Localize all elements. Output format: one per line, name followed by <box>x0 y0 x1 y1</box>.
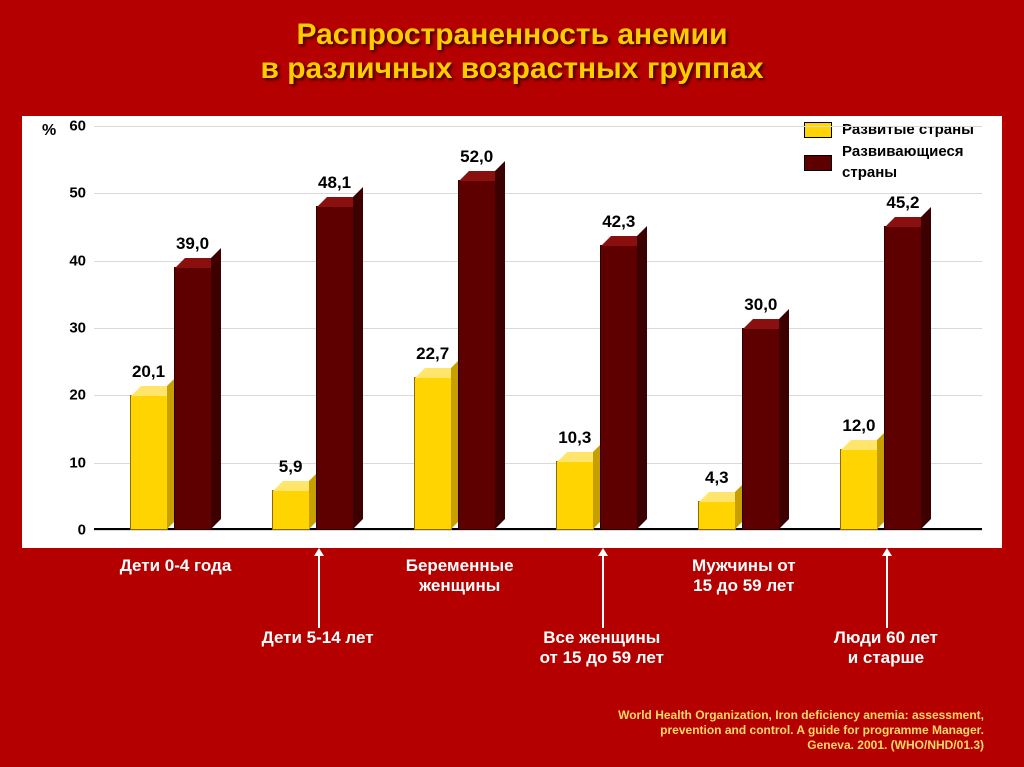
pointer-arrow <box>886 556 888 628</box>
bar-group: 10,342,3 <box>556 245 638 530</box>
title-line-1: Распространенность анемии <box>40 18 984 52</box>
value-label: 12,0 <box>842 416 875 436</box>
value-label: 45,2 <box>886 193 919 213</box>
bar-group: 22,752,0 <box>414 180 496 530</box>
bar-dark: 30,0 <box>742 328 780 530</box>
bar-group: 12,045,2 <box>840 226 922 530</box>
bar-dark: 39,0 <box>174 267 212 530</box>
bar-group: 5,948,1 <box>272 206 354 530</box>
pointer-arrow <box>602 556 604 628</box>
plot-area: 20,139,05,948,122,752,010,342,34,330,012… <box>94 126 982 530</box>
gridline <box>94 126 982 127</box>
bar-group: 4,330,0 <box>698 328 780 530</box>
bar-yellow: 20,1 <box>130 395 168 530</box>
title-block: Распространенность анемии в различных во… <box>0 0 1024 94</box>
slide: Распространенность анемии в различных во… <box>0 0 1024 767</box>
value-label: 5,9 <box>279 457 303 477</box>
value-label: 22,7 <box>416 344 449 364</box>
y-tick: 0 <box>60 522 86 539</box>
gridline <box>94 193 982 194</box>
chart-area: % Развитые страны Развивающиеся страны 2… <box>22 116 1002 548</box>
bar-dark: 48,1 <box>316 206 354 530</box>
bar-dark: 45,2 <box>884 226 922 530</box>
citation-line-1: World Health Organization, Iron deficien… <box>618 708 984 723</box>
citation-line-2: prevention and control. A guide for prog… <box>618 723 984 738</box>
category-label: Мужчины от15 до 59 лет <box>659 556 829 597</box>
citation-line-3: Geneva. 2001. (WHO/NHD/01.3) <box>618 738 984 753</box>
bar-yellow: 4,3 <box>698 501 736 530</box>
category-label: Все женщиныот 15 до 59 лет <box>517 628 687 669</box>
bar-yellow: 22,7 <box>414 377 452 530</box>
y-tick: 60 <box>60 118 86 135</box>
gridline <box>94 530 982 531</box>
category-label: Дети 5-14 лет <box>233 628 403 648</box>
category-labels: Дети 0-4 года Дети 5-14 лет Беременныеженщ… <box>22 550 1002 720</box>
value-label: 39,0 <box>176 234 209 254</box>
category-label: Беременныеженщины <box>375 556 545 597</box>
value-label: 10,3 <box>558 428 591 448</box>
y-tick: 50 <box>60 185 86 202</box>
value-label: 48,1 <box>318 173 351 193</box>
value-label: 52,0 <box>460 147 493 167</box>
value-label: 4,3 <box>705 468 729 488</box>
value-label: 30,0 <box>744 295 777 315</box>
y-tick: 10 <box>60 454 86 471</box>
category-label: Люди 60 лети старше <box>801 628 971 669</box>
bar-yellow: 5,9 <box>272 490 310 530</box>
y-tick: 40 <box>60 252 86 269</box>
y-axis-label: % <box>42 122 56 140</box>
value-label: 20,1 <box>132 362 165 382</box>
y-tick: 20 <box>60 387 86 404</box>
bar-dark: 52,0 <box>458 180 496 530</box>
title-line-2: в различных возрастных группах <box>40 52 984 86</box>
category-label: Дети 0-4 года <box>91 556 261 576</box>
bar-group: 20,139,0 <box>130 267 212 530</box>
bar-yellow: 10,3 <box>556 461 594 530</box>
bar-yellow: 12,0 <box>840 449 878 530</box>
pointer-arrow <box>318 556 320 628</box>
value-label: 42,3 <box>602 212 635 232</box>
y-tick: 30 <box>60 320 86 337</box>
citation: World Health Organization, Iron deficien… <box>618 708 984 753</box>
bar-dark: 42,3 <box>600 245 638 530</box>
